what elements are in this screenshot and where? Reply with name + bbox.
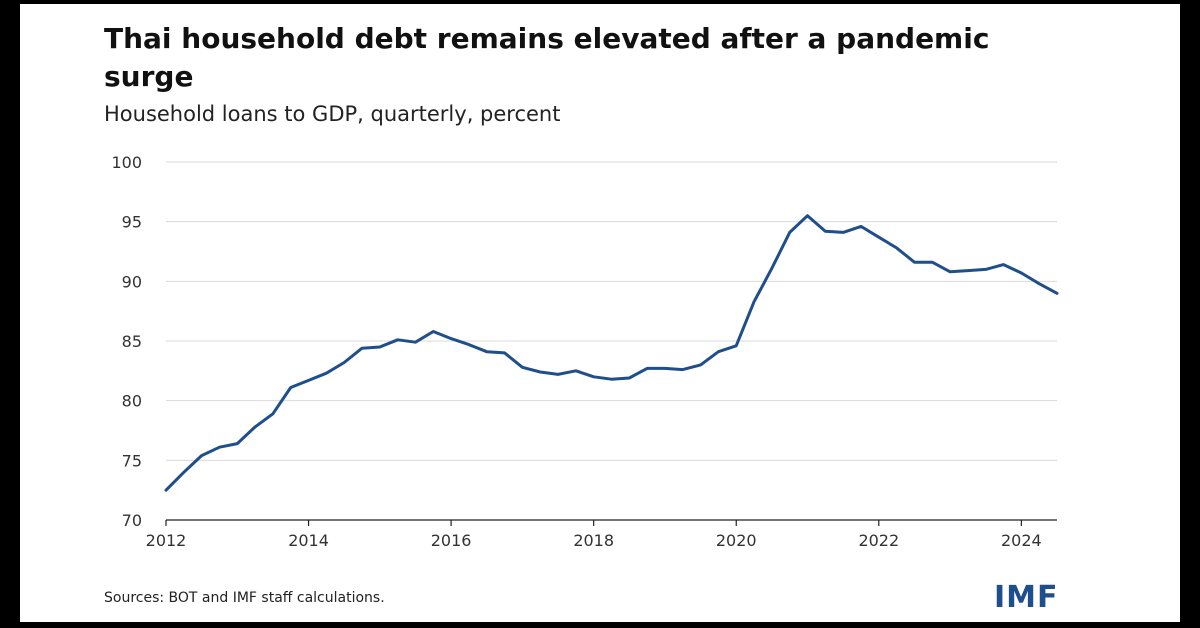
chart-card: Thai household debt remains elevated aft… <box>20 4 1180 622</box>
y-tick-label: 95 <box>122 213 142 232</box>
chart-plot: 70 75 80 85 90 95 100 2012 2014 2016 2018 2020 2022… <box>111 153 1059 550</box>
x-tick-label: 2018 <box>573 531 614 550</box>
x-tick-label: 2024 <box>1001 531 1042 550</box>
y-tick-label: 70 <box>122 511 142 530</box>
y-axis-ticks: 70 75 80 85 90 95 100 <box>111 153 142 530</box>
source-note: Sources: BOT and IMF staff calculations. <box>104 590 385 606</box>
y-tick-label: 100 <box>111 153 142 172</box>
series-line-household-loans-to-gdp <box>164 214 1059 492</box>
x-tick-label: 2016 <box>431 531 472 550</box>
y-tick-label: 90 <box>122 272 142 291</box>
imf-logo: IMF <box>994 580 1059 615</box>
y-tick-label: 75 <box>122 451 142 470</box>
y-tick-label: 85 <box>122 332 142 351</box>
x-tick-label: 2020 <box>716 531 757 550</box>
x-tick-label: 2014 <box>288 531 329 550</box>
y-tick-label: 80 <box>122 392 142 411</box>
x-tick-label: 2022 <box>858 531 899 550</box>
chart-title: Thai household debt remains elevated aft… <box>104 22 990 93</box>
gridlines <box>166 161 1057 521</box>
x-axis-ticks: 2012 2014 2016 2018 2020 2022 2024 <box>146 520 1042 550</box>
chart-subtitle: Household loans to GDP, quarterly, perce… <box>104 102 561 126</box>
x-tick-label: 2012 <box>146 531 187 550</box>
